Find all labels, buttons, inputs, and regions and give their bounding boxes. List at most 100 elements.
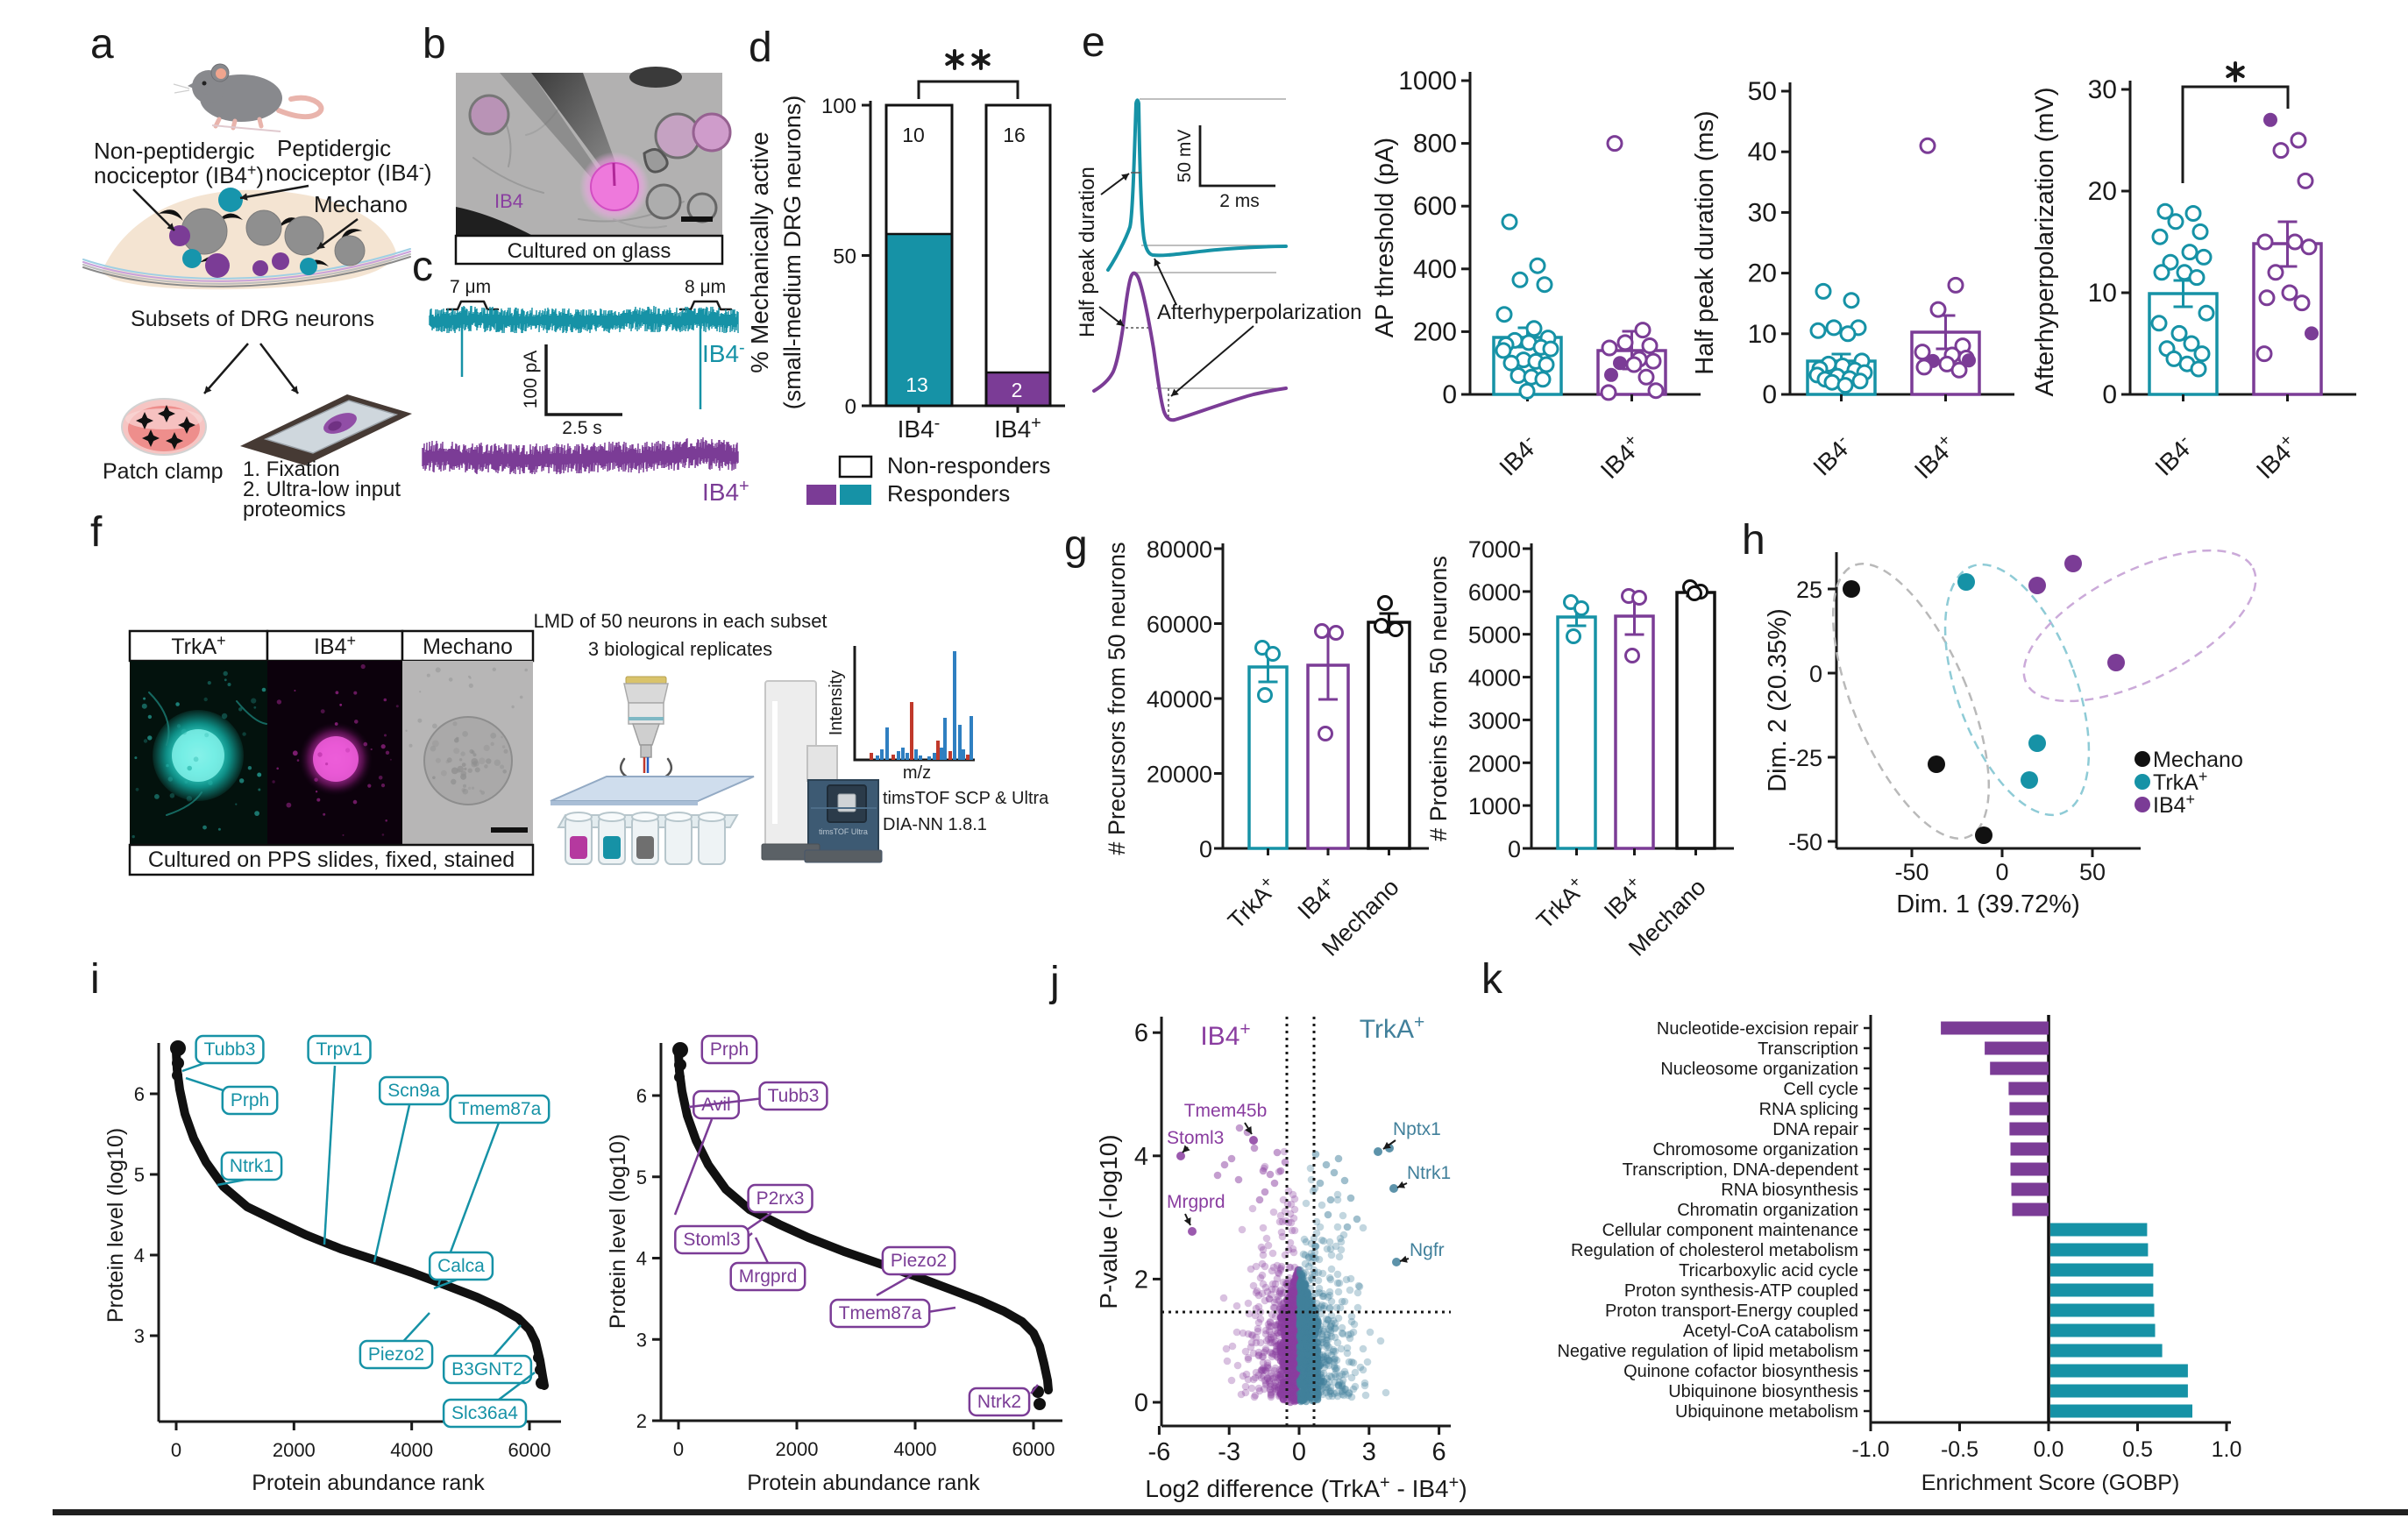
svg-text:Tubb3: Tubb3 xyxy=(768,1086,820,1106)
svg-text:Subsets of DRG neurons: Subsets of DRG neurons xyxy=(131,307,374,331)
svg-text:4: 4 xyxy=(636,1248,647,1270)
svg-text:Tmem87a: Tmem87a xyxy=(839,1303,922,1323)
svg-text:Prph: Prph xyxy=(231,1090,269,1110)
svg-text:Transcription: Transcription xyxy=(1758,1039,1858,1059)
svg-text:d: d xyxy=(749,25,772,71)
svg-text:h: h xyxy=(1742,517,1765,564)
svg-text:IB4-: IB4- xyxy=(702,338,745,367)
svg-text:IB4+: IB4+ xyxy=(1200,1019,1250,1051)
svg-text:B3GNT2: B3GNT2 xyxy=(451,1359,523,1380)
svg-text:16: 16 xyxy=(1003,124,1026,146)
svg-text:13: 13 xyxy=(906,373,928,396)
svg-text:6000: 6000 xyxy=(1468,579,1521,606)
svg-text:Prph: Prph xyxy=(710,1039,749,1060)
svg-text:2000: 2000 xyxy=(776,1438,819,1460)
svg-text:Responders: Responders xyxy=(887,480,1010,507)
svg-text:Ntrk1: Ntrk1 xyxy=(1407,1163,1451,1183)
svg-text:2: 2 xyxy=(636,1410,647,1432)
svg-text:Protein abundance rank: Protein abundance rank xyxy=(747,1471,980,1495)
svg-text:3 biological replicates: 3 biological replicates xyxy=(588,638,772,660)
svg-text:1. Fixation: 1. Fixation xyxy=(243,458,340,481)
svg-text:6: 6 xyxy=(1432,1438,1446,1466)
svg-text:400: 400 xyxy=(1413,255,1457,284)
svg-text:0: 0 xyxy=(2102,380,2117,409)
svg-text:3000: 3000 xyxy=(1468,707,1521,734)
svg-text:50: 50 xyxy=(2079,859,2106,885)
svg-text:Scn9a: Scn9a xyxy=(387,1081,440,1101)
svg-text:80000: 80000 xyxy=(1147,536,1212,563)
svg-text:Cell cycle: Cell cycle xyxy=(1783,1080,1858,1099)
svg-text:P-value (-log10): P-value (-log10) xyxy=(1095,1134,1122,1309)
svg-text:Cultured on PPS slides, fixed,: Cultured on PPS slides, fixed, stained xyxy=(148,848,515,872)
svg-text:600: 600 xyxy=(1413,192,1457,221)
svg-text:Non-peptidergic: Non-peptidergic xyxy=(94,138,255,164)
svg-text:2000: 2000 xyxy=(1468,750,1521,777)
svg-text:Calca: Calca xyxy=(437,1256,485,1276)
svg-text:60000: 60000 xyxy=(1147,612,1212,638)
svg-text:TrkA+: TrkA+ xyxy=(1360,1012,1424,1044)
svg-text:-0.5: -0.5 xyxy=(1941,1437,1978,1462)
svg-text:Stoml3: Stoml3 xyxy=(1167,1128,1224,1148)
svg-text:0: 0 xyxy=(845,395,856,419)
svg-text:5000: 5000 xyxy=(1468,622,1521,649)
svg-text:IB4+: IB4+ xyxy=(994,414,1041,443)
svg-text:4000: 4000 xyxy=(390,1439,433,1461)
svg-text:0: 0 xyxy=(1134,1389,1148,1417)
svg-text:0: 0 xyxy=(673,1438,684,1460)
svg-text:4000: 4000 xyxy=(894,1438,937,1460)
svg-text:6000: 6000 xyxy=(508,1439,551,1461)
svg-text:0: 0 xyxy=(171,1439,181,1461)
svg-text:Ntrk1: Ntrk1 xyxy=(230,1156,273,1176)
svg-text:6000: 6000 xyxy=(1012,1438,1055,1460)
svg-text:Piezo2: Piezo2 xyxy=(891,1251,947,1271)
svg-text:-1.0: -1.0 xyxy=(1851,1437,1889,1462)
svg-text:20: 20 xyxy=(1748,259,1777,288)
svg-text:a: a xyxy=(90,21,114,67)
svg-text:-25: -25 xyxy=(1788,745,1822,771)
svg-text:DNA repair: DNA repair xyxy=(1772,1120,1858,1139)
svg-text:6: 6 xyxy=(636,1085,647,1107)
svg-text:Non-responders: Non-responders xyxy=(887,452,1050,479)
svg-text:20: 20 xyxy=(2088,177,2117,206)
svg-text:Ngfr: Ngfr xyxy=(1410,1240,1445,1260)
svg-text:25: 25 xyxy=(1796,577,1822,603)
svg-text:Chromosome organization: Chromosome organization xyxy=(1652,1140,1858,1160)
svg-text:Mechano: Mechano xyxy=(2153,748,2243,772)
svg-text:Half peak duration (ms): Half peak duration (ms) xyxy=(1691,110,1719,374)
svg-text:c: c xyxy=(412,244,433,290)
svg-text:20000: 20000 xyxy=(1147,762,1212,788)
svg-text:Negative regulation of lipid m: Negative regulation of lipid metabolism xyxy=(1557,1342,1858,1361)
svg-text:Afterhyperpolarization (mV): Afterhyperpolarization (mV) xyxy=(2031,88,2059,397)
svg-text:Mechano: Mechano xyxy=(314,191,408,217)
svg-text:Intensity: Intensity xyxy=(827,670,846,735)
svg-text:LMD of 50 neurons in each subs: LMD of 50 neurons in each subset xyxy=(533,610,827,632)
svg-text:4000: 4000 xyxy=(1468,665,1521,692)
svg-text:Enrichment Score (GOBP): Enrichment Score (GOBP) xyxy=(1921,1471,2180,1495)
svg-text:Tmem87a: Tmem87a xyxy=(458,1099,542,1119)
svg-text:Nptx1: Nptx1 xyxy=(1393,1119,1441,1139)
svg-text:50 mV: 50 mV xyxy=(1175,130,1195,183)
svg-text:Nucleotide-excision repair: Nucleotide-excision repair xyxy=(1657,1019,1858,1039)
svg-text:30: 30 xyxy=(2088,75,2117,104)
svg-text:b: b xyxy=(423,21,446,67)
svg-text:Cellular component maintenance: Cellular component maintenance xyxy=(1602,1221,1858,1240)
svg-text:Cultured on glass: Cultured on glass xyxy=(508,239,671,263)
svg-text:Slc36a4: Slc36a4 xyxy=(451,1403,518,1423)
svg-text:Piezo2: Piezo2 xyxy=(368,1344,424,1365)
svg-text:Protein level (log10): Protein level (log10) xyxy=(606,1134,630,1329)
svg-text:Trpv1: Trpv1 xyxy=(316,1039,363,1060)
svg-text:0.0: 0.0 xyxy=(2034,1437,2064,1462)
svg-text:P2rx3: P2rx3 xyxy=(756,1188,805,1209)
svg-text:40: 40 xyxy=(1748,138,1777,167)
svg-text:0: 0 xyxy=(1292,1438,1306,1466)
svg-text:3: 3 xyxy=(134,1325,145,1347)
svg-text:50: 50 xyxy=(833,245,856,269)
svg-text:2.5 s: 2.5 s xyxy=(562,418,602,438)
svg-text:1000: 1000 xyxy=(1468,793,1521,819)
svg-text:1000: 1000 xyxy=(1398,67,1457,96)
svg-text:200: 200 xyxy=(1413,317,1457,346)
svg-text:Peptidergic: Peptidergic xyxy=(277,135,391,161)
svg-text:IB4: IB4 xyxy=(494,190,523,212)
svg-text:-50: -50 xyxy=(1788,829,1822,855)
svg-text:f: f xyxy=(90,509,103,556)
